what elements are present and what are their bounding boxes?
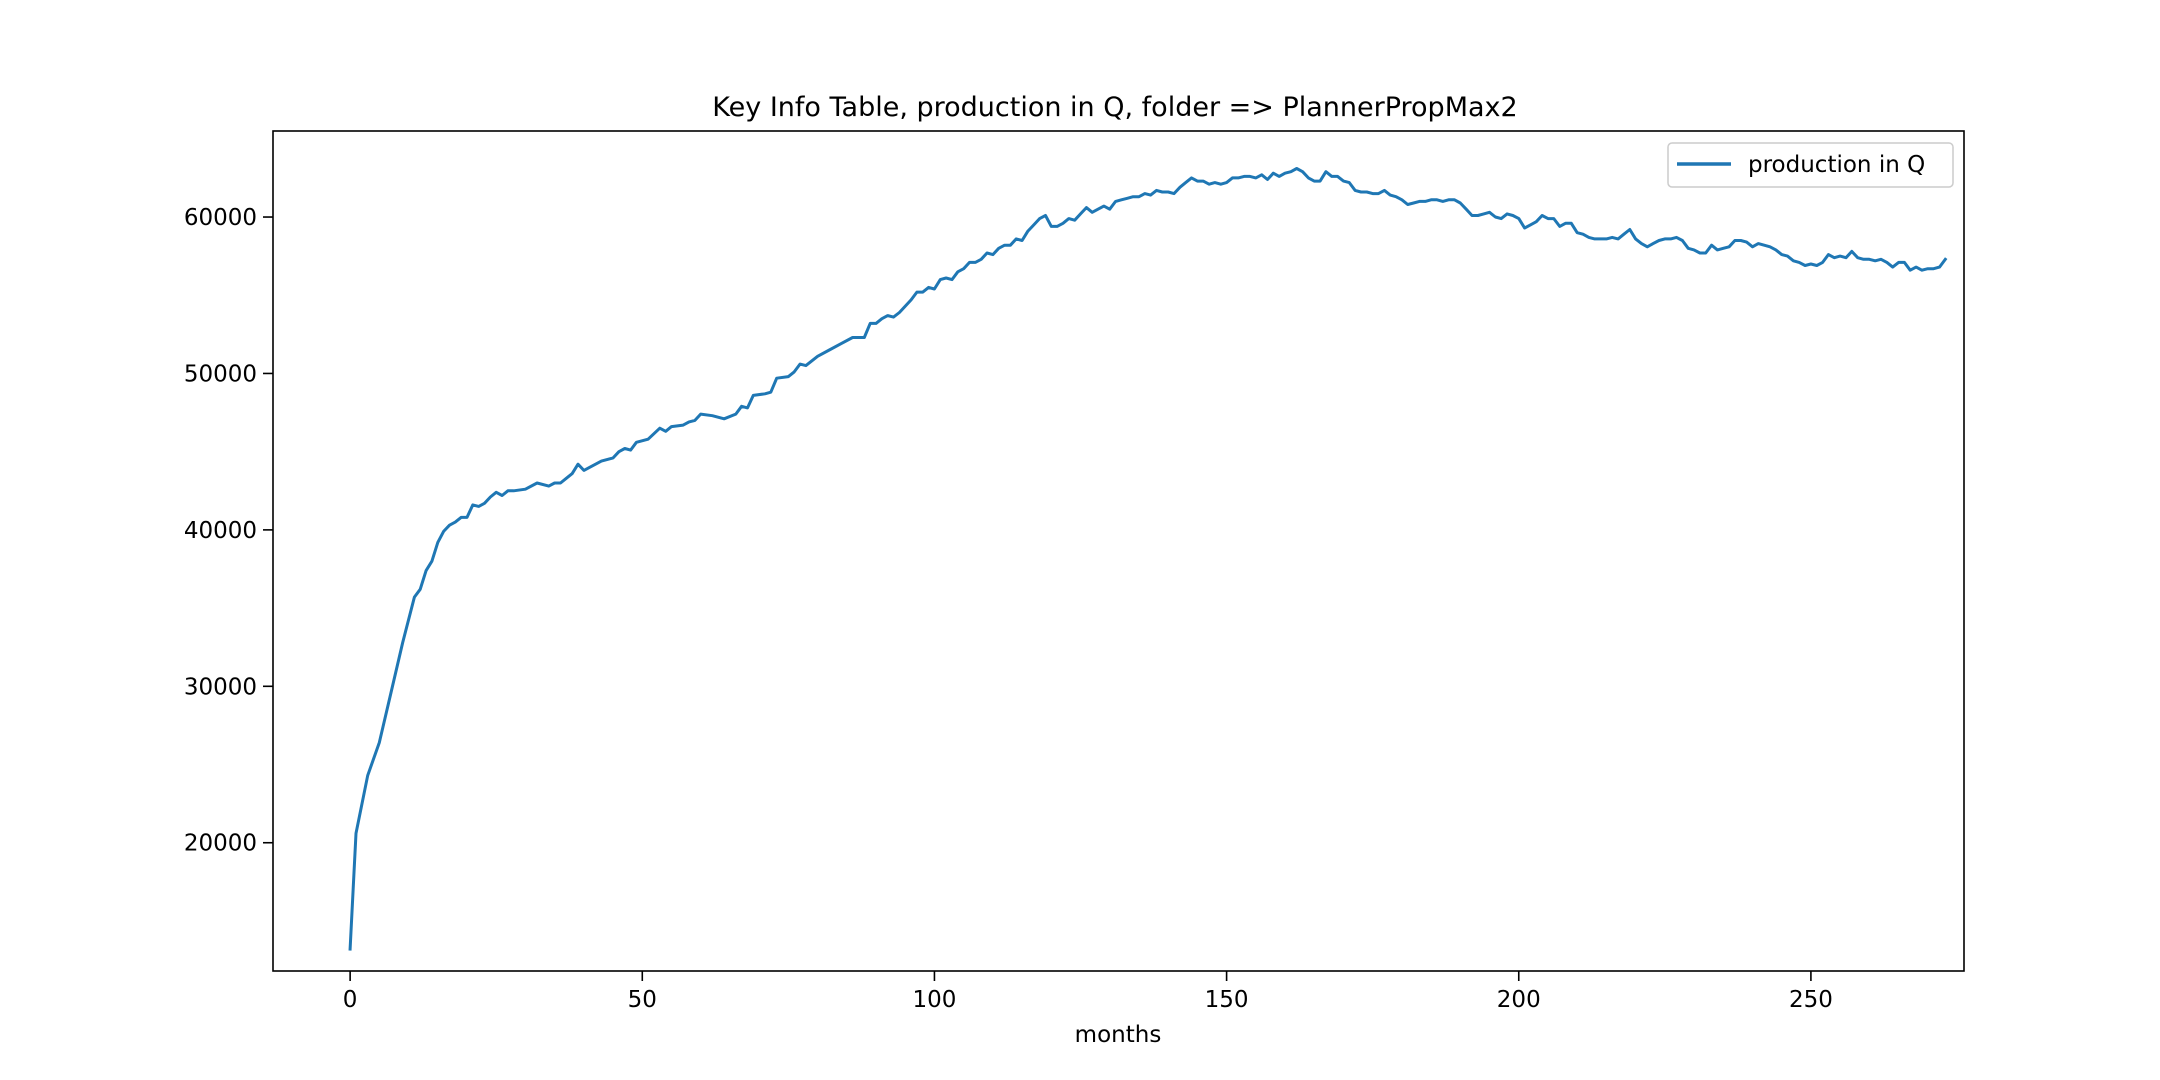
x-tick-label: 100 <box>912 987 956 1013</box>
y-tick-label: 50000 <box>184 361 257 387</box>
x-tick-label: 250 <box>1789 987 1833 1013</box>
series-line <box>348 167 1948 951</box>
legend-label: production in Q <box>1748 152 1925 178</box>
x-tick-label: 50 <box>628 987 657 1013</box>
chart-title: Key Info Table, production in Q, folder … <box>712 92 1517 123</box>
plot-area <box>348 167 1948 951</box>
x-tick-label: 0 <box>343 987 358 1013</box>
x-tick-label: 150 <box>1205 987 1249 1013</box>
legend-box <box>1667 142 1954 188</box>
x-axis: 0 50 100 150 200 250 <box>343 971 1833 1013</box>
y-tick-label: 40000 <box>184 518 257 544</box>
plot-frame <box>272 130 1965 972</box>
y-tick-label: 60000 <box>184 205 257 231</box>
legend: production in Q <box>1667 142 1954 188</box>
x-axis-label: months <box>1075 1022 1162 1048</box>
x-tick-label: 200 <box>1497 987 1541 1013</box>
y-axis: 20000 30000 40000 50000 60000 <box>184 205 273 857</box>
y-tick-label: 30000 <box>184 674 257 700</box>
y-tick-label: 20000 <box>184 831 257 857</box>
